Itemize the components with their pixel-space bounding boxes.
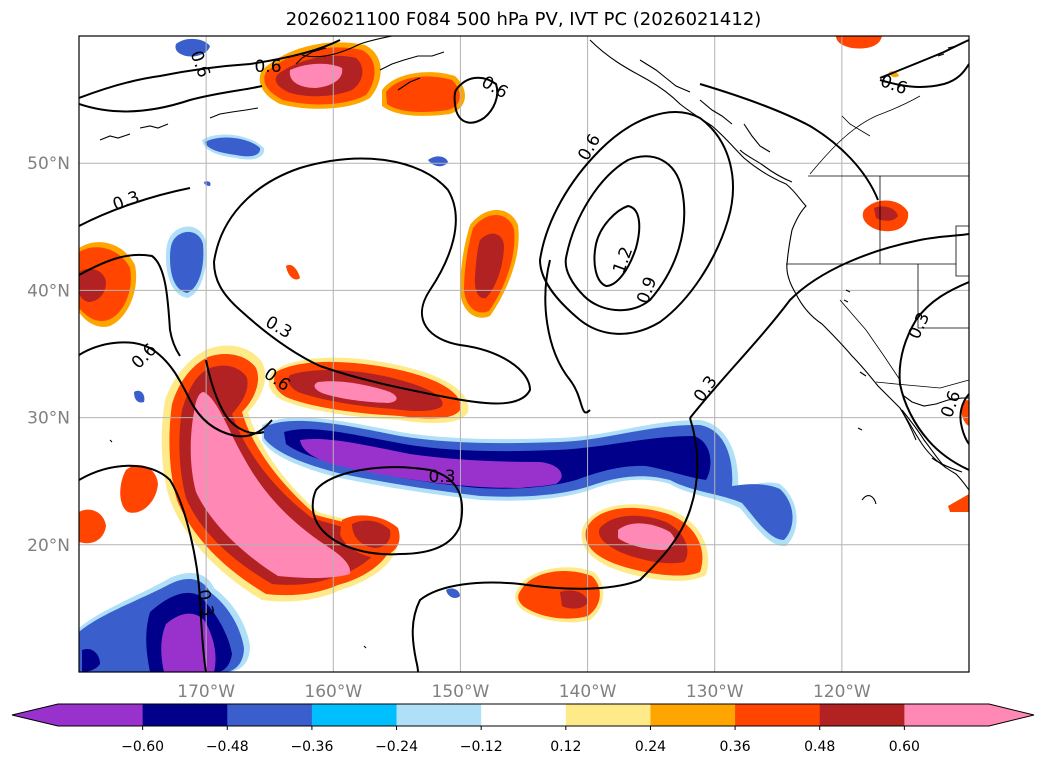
coastlines [99,36,969,649]
colorbar-segment [904,704,990,726]
lat-tick-label: 20°N [27,536,70,556]
colorbar-segment [227,704,313,726]
colorbar-tick-label: 0.24 [635,739,666,755]
longitude-tick-labels: 170°W 160°W 150°W 140°W 130°W 120°W [177,682,871,702]
colorbar-outline [11,703,1035,727]
contour-label: 0.3 [193,588,217,618]
colorbar-tick-label: −0.60 [121,739,164,755]
colorbar-segment [650,704,736,726]
colorbar-segment [142,704,228,726]
positive-anomaly-gulf-alaska [259,42,381,109]
positive-anomaly-small-lobes [79,36,969,623]
colorbar-segment [565,704,651,726]
political-borders [786,95,969,389]
contour-label: 0.6 [254,57,281,77]
colorbar-tick-label: −0.48 [206,739,249,755]
colorbar-segment [735,704,821,726]
negative-anomaly-main-band [262,417,797,547]
lon-tick-label: 130°W [686,682,744,702]
colorbar-tick-label: 0.48 [804,739,835,755]
colorbar-segment [819,704,905,726]
colorbar-extend-low [12,704,58,726]
lon-tick-label: 170°W [177,682,235,702]
colorbar-tick-label: 0.36 [720,739,751,755]
lon-tick-label: 140°W [559,682,617,702]
colorbar-tick-label: −0.36 [290,739,333,755]
lat-tick-label: 50°N [27,154,70,174]
colorbar-tick-label: 0.12 [550,739,581,755]
map-frame [78,35,970,673]
latitude-tick-labels: 20°N 30°N 40°N 50°N [27,154,70,556]
negative-anomaly-small-lobes [134,38,460,598]
positive-anomaly-jet-band [268,357,469,424]
colorbar-tick-label: −0.12 [460,739,503,755]
lon-tick-label: 160°W [304,682,362,702]
colorbar-extend-high [989,704,1034,726]
colorbar-segment [396,704,482,726]
map-title: 2026021100 F084 500 hPa PV, IVT PC (2026… [285,9,762,30]
negative-anomaly-southwest [79,573,250,672]
map-panel: 0.6 0.6 0.6 0.6 0.3 0.6 1.2 0.9 0.3 0.6 … [79,36,969,672]
lon-tick-label: 150°W [432,682,490,702]
lat-tick-label: 30°N [27,409,70,429]
lon-tick-label: 120°W [813,682,871,702]
colorbar-segment [58,704,144,726]
colorbar-segment [481,704,567,726]
contour-label: 0.3 [428,467,455,487]
colorbar-tick-label: 0.60 [889,739,920,755]
colorbar-segment [311,704,398,726]
colorbar: −0.60 −0.48 −0.36 −0.24 −0.12 0.12 0.24 0.36 0.4… [11,703,1035,755]
colorbar-tick-label: −0.24 [375,739,418,755]
ivt-contours [79,39,969,672]
lat-tick-label: 40°N [27,281,70,301]
